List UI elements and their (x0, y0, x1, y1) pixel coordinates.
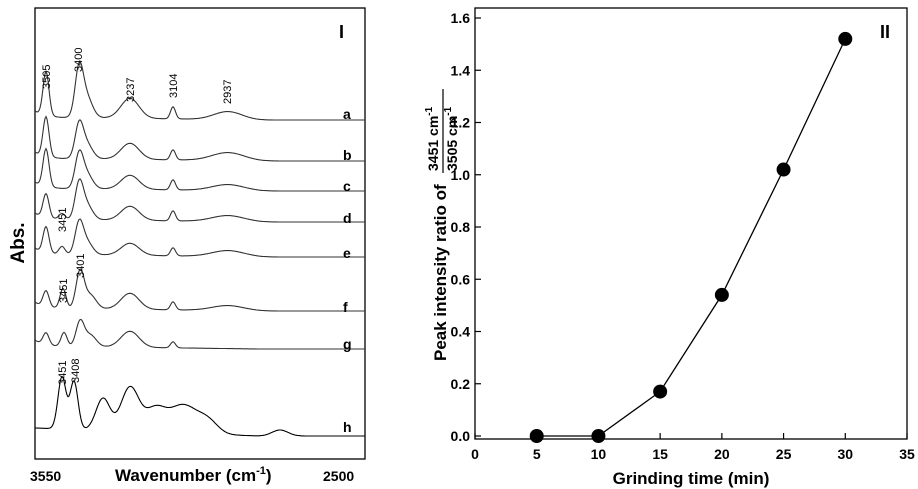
series-label-f: f (343, 299, 348, 315)
panel-2-label: II (880, 22, 890, 42)
peak-label-2937: 2937 (222, 80, 234, 104)
spectra-group (34, 60, 365, 437)
y-tick-label: 0.4 (451, 324, 471, 340)
series-label-g: g (343, 336, 352, 352)
peak-label-3505: 3505 (41, 65, 53, 89)
series-labels-group: a b c d e f g h (343, 106, 352, 435)
peak-label-3400: 3400 (73, 48, 85, 72)
panel-1-x-tick-2500: 2500 (323, 468, 354, 484)
numerator-text: 3451 cm (425, 116, 441, 171)
panel-2-y-axis-numerator: 3451 cm-1 (424, 106, 441, 171)
peak-label-3451-d: 3451 (57, 208, 69, 232)
y-tick-label: 1.0 (451, 167, 471, 183)
x-tick-label: 10 (591, 446, 607, 462)
panel-2-frame (474, 7, 908, 440)
panel-1-frame (34, 7, 366, 460)
series-label-b: b (343, 147, 352, 163)
panel-2-x-axis-title: Grinding time (min) (613, 469, 770, 488)
peak-label-3408: 3408 (70, 359, 82, 383)
y-tick-label: 1.2 (451, 115, 471, 131)
series-label-e: e (343, 245, 351, 261)
series-label-c: c (343, 178, 351, 194)
spectrum-e (34, 218, 365, 258)
x-tick-label: 35 (899, 446, 915, 462)
spectrum-h (35, 375, 365, 437)
x-tick-label: 5 (533, 446, 541, 462)
panel-1-y-axis-title: Abs. (8, 222, 29, 263)
y-tick-label: 0.6 (451, 271, 471, 287)
panel-2-y-axis-title-main: Peak intensity ratio of (431, 184, 450, 361)
series-points (529, 31, 853, 443)
peak-label-3451-h: 3451 (57, 361, 69, 385)
numerator-sup: -1 (424, 106, 435, 115)
x-tick-label: 25 (776, 446, 792, 462)
spectrum-d (34, 178, 365, 223)
panel-1-x-tick-3550: 3550 (30, 468, 61, 484)
spectrum-f (34, 268, 365, 312)
x-tick-label: 30 (837, 446, 853, 462)
x-tick-label: 20 (714, 446, 730, 462)
peak-label-3401: 3401 (75, 254, 87, 278)
data-point (591, 429, 606, 443)
panel-1-x-axis-title-end: ) (266, 466, 272, 485)
peak-label-3237: 3237 (125, 78, 137, 102)
panel-2: II 0.0 0.2 0.4 0.6 0.8 1.0 1.2 1.4 1.6 0 5 10 15 20 2… (424, 7, 915, 488)
data-point (776, 162, 791, 177)
series-label-a: a (343, 106, 351, 122)
panel-2-y-axis-title: Peak intensity ratio of 3451 cm-1 3505 c… (424, 89, 460, 361)
spectrum-g (34, 318, 365, 350)
y-tick-label: 0.2 (451, 376, 471, 392)
panel-1-x-axis-title: Wavenumber (cm-1) (115, 465, 272, 485)
panel-2-x-ticks: 0 5 10 15 20 25 30 35 (471, 433, 915, 462)
panel-1-x-axis-title-main: Wavenumber (cm (115, 466, 256, 485)
y-tick-label: 1.6 (451, 10, 471, 26)
peak-labels-group: 3505 3400 3237 3104 2937 3451 3451 3401 … (41, 48, 234, 385)
x-tick-label: 0 (471, 446, 479, 462)
y-tick-label: 0.0 (451, 428, 471, 444)
peak-label-3451-f: 3451 (58, 279, 70, 303)
panel-1-x-axis-title-sup: -1 (256, 465, 266, 477)
panel-1-label: I (339, 22, 344, 42)
spectrum-b (34, 115, 365, 162)
denominator-sup: -1 (443, 106, 454, 115)
y-tick-label: 1.4 (451, 62, 471, 78)
data-point (653, 384, 668, 399)
peak-label-3104: 3104 (168, 74, 180, 98)
panel-2-y-ticks: 0.0 0.2 0.4 0.6 0.8 1.0 1.2 1.4 1.6 (451, 10, 481, 444)
denominator-text: 3505 cm (444, 116, 460, 171)
data-point (714, 287, 729, 302)
series-line (536, 38, 846, 437)
series-label-d: d (343, 210, 352, 226)
spectrum-c (34, 147, 365, 192)
panel-1: I a b c d e f g h 3505 3400 3237 3104 29… (8, 7, 366, 485)
y-tick-label: 0.8 (451, 219, 471, 235)
data-point (838, 31, 853, 46)
data-point (529, 429, 544, 443)
panel-2-y-axis-denominator: 3505 cm-1 (443, 106, 460, 171)
series-label-h: h (343, 419, 352, 435)
x-tick-label: 15 (652, 446, 668, 462)
spectrum-a (34, 60, 365, 121)
